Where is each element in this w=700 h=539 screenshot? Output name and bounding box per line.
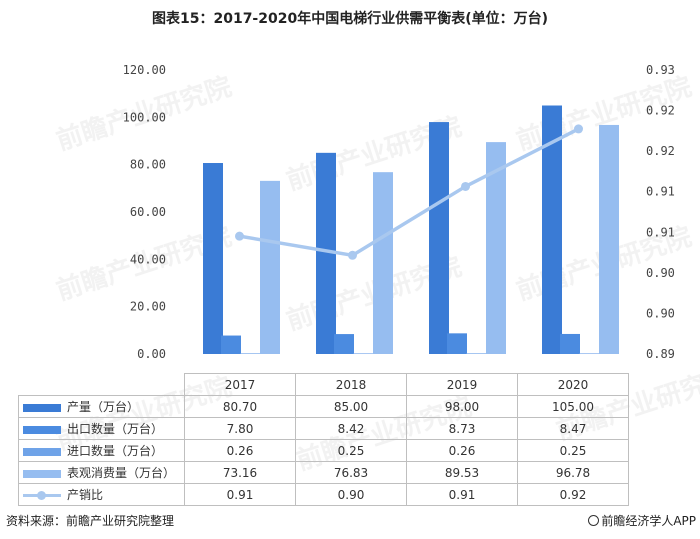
y-right-tick-label: 0.90 [646, 266, 675, 280]
data-label: 98.00 [406, 395, 518, 418]
bar-consumption-2020 [599, 124, 619, 354]
data-label: 0.25 [517, 439, 629, 462]
data-label: 8.73 [406, 417, 518, 440]
ratio-point-2020 [574, 124, 583, 134]
legend-key-icon [23, 447, 61, 456]
bar-production-2020 [542, 105, 562, 354]
legend-key-icon [23, 425, 61, 434]
ratio-line [239, 127, 580, 258]
bar-import-2019 [466, 353, 486, 354]
data-label: 105.00 [517, 395, 629, 418]
y-left-tick-label: 100.00 [123, 110, 166, 124]
y-right-tick-label: 0.92 [646, 144, 675, 158]
x-tick-label: 2017 [184, 373, 296, 396]
table-row: 产销比 0.91 0.90 0.91 0.92 [18, 483, 629, 506]
bar-export-2020 [560, 333, 580, 354]
brand-logo-icon [588, 515, 600, 526]
bar-import-2018 [353, 353, 373, 355]
y-left-tick-label: 120.00 [123, 63, 166, 77]
data-label: 0.25 [295, 439, 407, 462]
y-left-tick-label: 0.00 [137, 347, 166, 361]
table-row: 产量（万台） 80.70 85.00 98.00 105.00 [18, 395, 629, 418]
y-left-tick-label: 80.00 [130, 158, 166, 172]
y-left-tick-label: 60.00 [130, 205, 166, 219]
table-row: 进口数量（万台） 0.26 0.25 0.26 0.25 [18, 439, 629, 462]
y-right-tick-label: 0.93 [646, 63, 675, 77]
y-right-tick-label: 0.91 [646, 185, 675, 199]
bar-production-2019 [429, 122, 449, 354]
legend-entry: 表观消费量（万台） [18, 461, 185, 484]
bar-import-2017 [240, 353, 260, 354]
data-label: 0.26 [184, 439, 296, 462]
table-row: 出口数量（万台） 7.80 8.42 8.73 8.47 [18, 417, 629, 440]
left-axis: 0.00 20.00 40.00 60.00 80.00 100.00 120.00 [123, 63, 166, 361]
data-label: 80.70 [184, 395, 296, 418]
x-tick-label: 2019 [406, 373, 518, 396]
data-label: 8.47 [517, 417, 629, 440]
legend-key-icon [23, 403, 61, 412]
bar-consumption-2019 [486, 142, 506, 354]
legend-key-icon [23, 491, 61, 500]
legend-entry: 出口数量（万台） [18, 417, 185, 440]
y-right-tick-label: 0.90 [646, 306, 675, 320]
legend-label: 进口数量（万台） [67, 444, 164, 458]
data-label: 85.00 [295, 395, 407, 418]
ratio-line-layer [235, 124, 583, 260]
data-label: 89.53 [406, 461, 518, 484]
brand-label: 前瞻经济学人APP [588, 512, 696, 529]
y-left-tick-label: 40.00 [130, 252, 166, 266]
legend-entry: 产销比 [18, 483, 185, 506]
source-note: 资料来源：前瞻产业研究院整理 [6, 514, 175, 528]
table-row: 表观消费量（万台） 73.16 76.83 89.53 96.78 [18, 461, 629, 484]
bar-production-2017 [203, 163, 223, 354]
bar-export-2017 [221, 335, 241, 354]
bar-export-2019 [447, 333, 467, 354]
x-tick-label: 2020 [517, 373, 629, 396]
legend-label: 表观消费量（万台） [67, 466, 176, 480]
legend-label: 产销比 [67, 488, 104, 502]
bar-production-2018 [316, 152, 336, 354]
y-right-tick-label: 0.89 [646, 347, 675, 361]
data-label: 0.91 [406, 483, 518, 506]
data-label: 0.91 [184, 483, 296, 506]
data-label: 8.42 [295, 417, 407, 440]
legend-label: 产量（万台） [67, 400, 140, 414]
data-table: 2017 2018 2019 2020 产量（万台） 80.70 85.00 98.00 105… [18, 373, 629, 506]
legend-key-icon [23, 469, 61, 478]
chart-title: 图表15：2017-2020年中国电梯行业供需平衡表(单位：万台) [151, 11, 549, 27]
legend-label: 出口数量（万台） [67, 422, 164, 436]
ratio-point-2017 [235, 231, 244, 241]
ratio-point-2019 [461, 181, 470, 191]
y-right-tick-label: 0.92 [646, 104, 675, 118]
data-label: 7.80 [184, 417, 296, 440]
data-label: 0.90 [295, 483, 407, 506]
data-label: 0.92 [517, 483, 629, 506]
legend-entry: 进口数量（万台） [18, 439, 185, 462]
data-label: 0.26 [406, 439, 518, 462]
ratio-point-2018 [348, 250, 357, 260]
x-tick-label: 2018 [295, 373, 407, 396]
y-left-tick-label: 20.00 [130, 300, 166, 314]
brand-text: 前瞻经济学人APP [601, 514, 696, 528]
data-label: 76.83 [295, 461, 407, 484]
y-right-tick-label: 0.91 [646, 225, 675, 239]
data-label: 96.78 [517, 461, 629, 484]
data-label: 73.16 [184, 461, 296, 484]
bars-layer [203, 105, 619, 355]
right-axis: 0.89 0.90 0.90 0.91 0.91 0.92 0.92 0.93 [646, 63, 675, 361]
bar-import-2020 [579, 353, 599, 355]
bar-consumption-2017 [260, 180, 280, 354]
legend-entry: 产量（万台） [18, 395, 185, 418]
table-corner [18, 373, 185, 396]
bar-export-2018 [334, 334, 354, 354]
bar-consumption-2018 [373, 172, 393, 354]
table-header-row: 2017 2018 2019 2020 [18, 373, 629, 396]
